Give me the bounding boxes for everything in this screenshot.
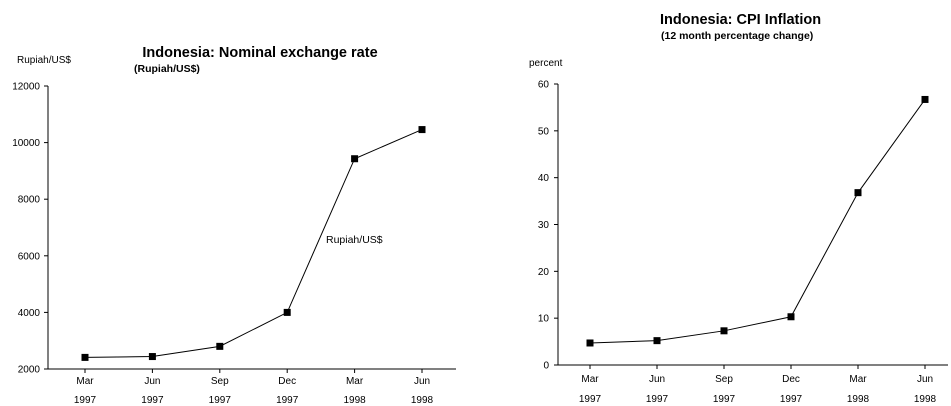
series-line: [589, 99, 926, 344]
x-tick-label-year: 1997: [780, 394, 803, 405]
x-tick-label-year: 1998: [914, 394, 937, 405]
x-tick-label-year: 1997: [141, 395, 164, 406]
y-axis-label: Rupiah/US$: [17, 55, 71, 66]
y-tick-label: 20: [538, 267, 550, 278]
x-tick-label-year: 1997: [646, 394, 669, 405]
cpi-inflation-chart: Indonesia: CPI Inflation (12 month perce…: [529, 12, 948, 405]
x-tick-label-year: 1998: [343, 395, 366, 406]
x-tick-label-month: Jun: [414, 376, 430, 387]
x-tick-label-month: Mar: [581, 374, 599, 385]
data-point: [351, 155, 359, 163]
data-point: [854, 189, 862, 197]
y-tick-label: 30: [538, 220, 550, 231]
y-tick-label: 60: [538, 80, 550, 91]
chart-title: Indonesia: Nominal exchange rate: [142, 45, 377, 61]
y-tick-label: 50: [538, 126, 550, 137]
data-point: [720, 327, 728, 335]
x-tick-label-year: 1997: [74, 395, 97, 406]
x-tick-label-month: Mar: [346, 376, 364, 387]
y-tick-label: 8000: [18, 195, 41, 206]
x-tick-label-month: Jun: [649, 374, 665, 385]
data-point: [148, 353, 156, 361]
y-tick-label: 6000: [18, 251, 41, 262]
x-tick-label-year: 1997: [579, 394, 602, 405]
x-tick-label-month: Dec: [782, 374, 800, 385]
data-point: [586, 339, 594, 347]
data-point: [787, 313, 795, 321]
data-point: [653, 337, 661, 345]
x-tick-label-month: Sep: [715, 374, 733, 385]
y-tick-label: 12000: [12, 82, 40, 93]
y-tick-label: 0: [543, 361, 549, 372]
data-point: [418, 126, 426, 134]
y-tick-label: 40: [538, 173, 550, 184]
data-point: [283, 308, 291, 316]
chart-subtitle: (Rupiah/US$): [134, 63, 200, 75]
y-tick-label: 10000: [12, 138, 40, 149]
x-tick-label-month: Jun: [144, 376, 160, 387]
x-tick-label-year: 1998: [847, 394, 870, 405]
series-annotation: Rupiah/US$: [326, 234, 383, 246]
x-tick-label-month: Jun: [917, 374, 933, 385]
data-point: [216, 342, 224, 350]
x-tick-label-month: Mar: [849, 374, 867, 385]
x-tick-label-year: 1997: [209, 395, 232, 406]
y-tick-label: 4000: [18, 308, 41, 319]
x-tick-label-month: Dec: [278, 376, 296, 387]
y-tick-label: 10: [538, 314, 550, 325]
series-line: [84, 129, 423, 358]
x-tick-label-month: Mar: [76, 376, 94, 387]
chart-title: Indonesia: CPI Inflation: [660, 12, 821, 28]
chart-subtitle: (12 month percentage change): [661, 30, 813, 42]
x-tick-label-year: 1997: [713, 394, 736, 405]
data-point: [81, 353, 89, 361]
x-tick-label-year: 1998: [411, 395, 434, 406]
x-tick-label-year: 1997: [276, 395, 299, 406]
y-axis-label: percent: [529, 58, 563, 69]
y-tick-label: 2000: [18, 365, 41, 376]
exchange-rate-chart: Indonesia: Nominal exchange rate (Rupiah…: [12, 45, 456, 406]
data-point: [921, 95, 929, 103]
x-tick-label-month: Sep: [211, 376, 229, 387]
